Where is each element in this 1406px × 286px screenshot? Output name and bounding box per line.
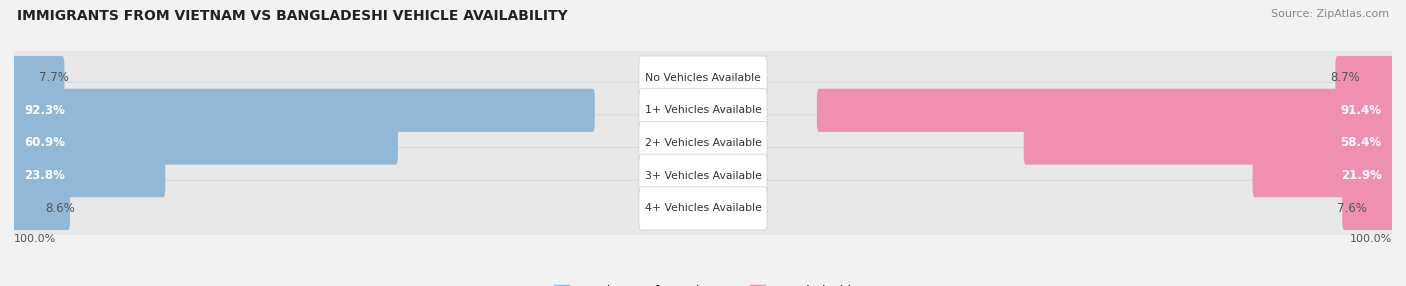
FancyBboxPatch shape — [817, 89, 1393, 132]
Text: 7.7%: 7.7% — [39, 71, 69, 84]
Text: 91.4%: 91.4% — [1340, 104, 1382, 117]
Text: 1+ Vehicles Available: 1+ Vehicles Available — [644, 105, 762, 115]
Text: 7.6%: 7.6% — [1337, 202, 1367, 215]
Text: 60.9%: 60.9% — [24, 136, 66, 150]
FancyBboxPatch shape — [1343, 187, 1393, 230]
FancyBboxPatch shape — [13, 49, 1393, 106]
FancyBboxPatch shape — [13, 154, 166, 197]
FancyBboxPatch shape — [1024, 122, 1393, 164]
Legend: Immigrants from Vietnam, Bangladeshi: Immigrants from Vietnam, Bangladeshi — [554, 285, 852, 286]
FancyBboxPatch shape — [638, 56, 768, 99]
FancyBboxPatch shape — [13, 115, 1393, 171]
FancyBboxPatch shape — [13, 82, 1393, 138]
Text: No Vehicles Available: No Vehicles Available — [645, 73, 761, 83]
Text: 4+ Vehicles Available: 4+ Vehicles Available — [644, 203, 762, 213]
Text: 100.0%: 100.0% — [14, 234, 56, 244]
FancyBboxPatch shape — [13, 180, 1393, 237]
FancyBboxPatch shape — [13, 89, 595, 132]
FancyBboxPatch shape — [13, 148, 1393, 204]
Text: 2+ Vehicles Available: 2+ Vehicles Available — [644, 138, 762, 148]
FancyBboxPatch shape — [13, 122, 398, 164]
FancyBboxPatch shape — [13, 187, 70, 230]
Text: 8.7%: 8.7% — [1330, 71, 1360, 84]
FancyBboxPatch shape — [638, 122, 768, 164]
FancyBboxPatch shape — [1336, 56, 1393, 99]
Text: 92.3%: 92.3% — [24, 104, 65, 117]
Text: Source: ZipAtlas.com: Source: ZipAtlas.com — [1271, 9, 1389, 19]
FancyBboxPatch shape — [638, 89, 768, 132]
FancyBboxPatch shape — [1253, 154, 1393, 197]
Text: 21.9%: 21.9% — [1341, 169, 1382, 182]
FancyBboxPatch shape — [13, 56, 65, 99]
Text: 58.4%: 58.4% — [1340, 136, 1382, 150]
Text: 3+ Vehicles Available: 3+ Vehicles Available — [644, 171, 762, 181]
FancyBboxPatch shape — [638, 187, 768, 230]
Text: 100.0%: 100.0% — [1350, 234, 1392, 244]
Text: 8.6%: 8.6% — [45, 202, 75, 215]
FancyBboxPatch shape — [638, 154, 768, 197]
Text: 23.8%: 23.8% — [24, 169, 65, 182]
Text: IMMIGRANTS FROM VIETNAM VS BANGLADESHI VEHICLE AVAILABILITY: IMMIGRANTS FROM VIETNAM VS BANGLADESHI V… — [17, 9, 568, 23]
